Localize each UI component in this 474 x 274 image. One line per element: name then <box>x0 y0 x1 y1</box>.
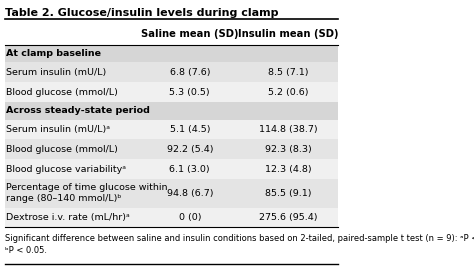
Bar <box>5 62 337 82</box>
Text: Blood glucose variabilityᵃ: Blood glucose variabilityᵃ <box>7 165 127 174</box>
Text: Significant difference between saline and insulin conditions based on 2-tailed, : Significant difference between saline an… <box>5 234 474 255</box>
Bar <box>5 139 337 159</box>
Text: 275.6 (95.4): 275.6 (95.4) <box>259 213 318 222</box>
Text: Table 2. Glucose/insulin levels during clamp: Table 2. Glucose/insulin levels during c… <box>5 8 278 18</box>
Bar <box>5 179 337 207</box>
Bar <box>5 207 337 227</box>
Text: Dextrose i.v. rate (mL/hr)ᵃ: Dextrose i.v. rate (mL/hr)ᵃ <box>7 213 130 222</box>
Text: 12.3 (4.8): 12.3 (4.8) <box>265 165 312 174</box>
Text: At clamp baseline: At clamp baseline <box>7 49 101 58</box>
Text: range (80–140 mmol/L)ᵇ: range (80–140 mmol/L)ᵇ <box>7 195 122 204</box>
Text: Saline mean (SD): Saline mean (SD) <box>141 28 238 39</box>
Text: 0 (0): 0 (0) <box>179 213 201 222</box>
Text: Serum insulin (mU/L): Serum insulin (mU/L) <box>7 68 107 77</box>
Text: 6.1 (3.0): 6.1 (3.0) <box>169 165 210 174</box>
Text: Blood glucose (mmol/L): Blood glucose (mmol/L) <box>7 145 118 154</box>
Bar <box>5 82 337 102</box>
Text: 5.1 (4.5): 5.1 (4.5) <box>170 125 210 134</box>
Text: 92.3 (8.3): 92.3 (8.3) <box>265 145 312 154</box>
Bar <box>5 159 337 179</box>
Text: 94.8 (6.7): 94.8 (6.7) <box>166 189 213 198</box>
Text: 5.2 (0.6): 5.2 (0.6) <box>268 88 309 97</box>
Text: 85.5 (9.1): 85.5 (9.1) <box>265 189 312 198</box>
Text: Percentage of time glucose within: Percentage of time glucose within <box>7 183 168 192</box>
Text: Blood glucose (mmol/L): Blood glucose (mmol/L) <box>7 88 118 97</box>
Text: Across steady-state period: Across steady-state period <box>7 106 150 115</box>
Text: 8.5 (7.1): 8.5 (7.1) <box>268 68 309 77</box>
Bar <box>5 45 337 62</box>
Text: 92.2 (5.4): 92.2 (5.4) <box>166 145 213 154</box>
Text: Serum insulin (mU/L)ᵃ: Serum insulin (mU/L)ᵃ <box>7 125 110 134</box>
Text: 5.3 (0.5): 5.3 (0.5) <box>169 88 210 97</box>
Text: Insulin mean (SD): Insulin mean (SD) <box>238 28 339 39</box>
Bar <box>5 120 337 139</box>
Bar <box>5 102 337 120</box>
Text: 114.8 (38.7): 114.8 (38.7) <box>259 125 318 134</box>
Text: 6.8 (7.6): 6.8 (7.6) <box>170 68 210 77</box>
